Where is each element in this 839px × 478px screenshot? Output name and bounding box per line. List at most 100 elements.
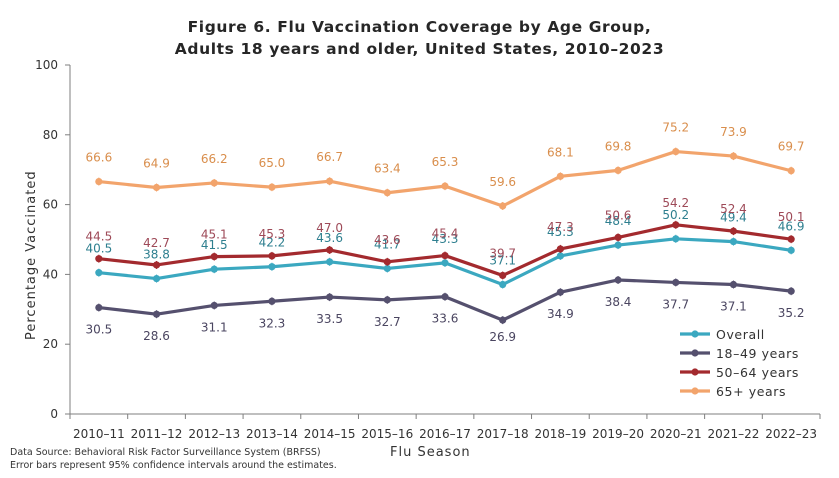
x-tick-label: 2013–14 [246, 427, 298, 441]
data-point [95, 303, 103, 312]
data-label: 43.3 [432, 232, 459, 246]
data-point [383, 264, 391, 273]
data-point [672, 147, 680, 156]
data-point [210, 253, 218, 261]
data-label: 33.5 [316, 312, 343, 326]
data-label: 66.2 [201, 152, 228, 166]
data-point [383, 189, 391, 197]
data-label: 50.1 [778, 210, 805, 224]
data-label: 66.7 [316, 150, 343, 164]
data-point [326, 293, 334, 301]
data-label: 54.2 [662, 196, 689, 210]
data-point [210, 265, 218, 273]
x-tick-label: 2022–23 [765, 427, 817, 441]
data-label: 45.4 [432, 227, 459, 241]
data-point [672, 221, 680, 229]
data-point [95, 177, 103, 186]
legend-swatch-marker [691, 387, 699, 395]
data-label: 40.5 [85, 242, 112, 256]
data-point [95, 255, 103, 263]
data-label: 65.3 [432, 155, 459, 169]
data-label: 44.5 [85, 230, 112, 244]
data-label: 35.2 [778, 306, 805, 320]
data-label: 43.6 [316, 231, 343, 245]
data-label: 47.3 [547, 220, 574, 234]
data-point [268, 263, 276, 271]
data-point [499, 271, 507, 280]
data-point [499, 280, 507, 289]
data-point [787, 235, 795, 243]
y-tick-label: 20 [43, 337, 58, 351]
data-point [326, 246, 334, 254]
data-point [556, 252, 564, 260]
data-point [268, 183, 276, 191]
data-point [441, 251, 449, 260]
data-label: 32.7 [374, 315, 401, 329]
legend-label: 65+ years [716, 384, 786, 399]
data-point [152, 261, 161, 269]
data-point [614, 276, 622, 284]
legend-swatch-marker [691, 368, 699, 376]
data-point [152, 183, 161, 192]
data-point [326, 258, 334, 266]
data-label: 65.0 [259, 156, 286, 170]
data-point [729, 237, 738, 246]
x-tick-label: 2019–20 [592, 427, 644, 441]
y-tick-label: 80 [43, 128, 58, 142]
data-point [729, 227, 738, 235]
data-point [499, 202, 507, 210]
data-point [729, 280, 738, 289]
data-label: 43.6 [374, 233, 401, 247]
x-tick-label: 2016–17 [419, 427, 471, 441]
data-label: 48.4 [605, 214, 632, 228]
data-label: 41.5 [201, 238, 228, 252]
data-point [210, 301, 218, 310]
data-label: 31.1 [201, 320, 228, 334]
legend-label: Overall [716, 327, 765, 342]
data-point [152, 274, 161, 283]
data-label: 46.9 [778, 219, 805, 233]
legend-swatch-marker [691, 330, 699, 338]
data-label: 45.3 [547, 225, 574, 239]
data-label: 38.4 [605, 295, 632, 309]
data-point [556, 245, 564, 253]
data-point [152, 310, 161, 318]
data-label: 38.8 [143, 248, 170, 262]
y-tick-label: 40 [43, 267, 58, 281]
data-label: 37.7 [662, 297, 689, 311]
data-point [383, 258, 391, 266]
y-tick-label: 60 [43, 198, 58, 212]
data-label: 47.0 [316, 221, 343, 235]
x-tick-label: 2020–21 [650, 427, 702, 441]
x-axis-label: Flu Season [390, 445, 471, 460]
data-label: 45.3 [259, 227, 286, 241]
data-point [441, 182, 449, 190]
y-tick-label: 100 [35, 58, 58, 72]
data-label: 32.3 [259, 316, 286, 330]
chart-title: Figure 6. Flu Vaccination Coverage by Ag… [0, 16, 839, 60]
chart-title-line-1: Figure 6. Flu Vaccination Coverage by Ag… [187, 18, 652, 36]
data-label: 66.6 [85, 151, 112, 165]
data-label: 50.6 [605, 208, 632, 222]
data-label: 42.2 [259, 236, 286, 250]
data-point [787, 167, 795, 175]
data-point [441, 259, 449, 267]
data-label: 68.1 [547, 145, 574, 159]
data-point [614, 166, 622, 174]
data-point [499, 316, 507, 324]
data-point [787, 246, 795, 254]
data-point [672, 235, 680, 243]
data-point [441, 293, 449, 301]
x-tick-label: 2017–18 [477, 427, 529, 441]
data-label: 45.1 [201, 228, 228, 242]
x-tick-label: 2012–13 [188, 427, 240, 441]
data-label: 75.2 [662, 121, 689, 135]
y-axis-label: Percentage Vaccinated [24, 170, 39, 340]
data-label: 69.8 [605, 139, 632, 153]
x-tick-label: 2021–22 [708, 427, 760, 441]
data-label: 64.9 [143, 156, 170, 170]
x-tick-label: 2014–15 [304, 427, 356, 441]
x-tick-label: 2018–19 [534, 427, 586, 441]
